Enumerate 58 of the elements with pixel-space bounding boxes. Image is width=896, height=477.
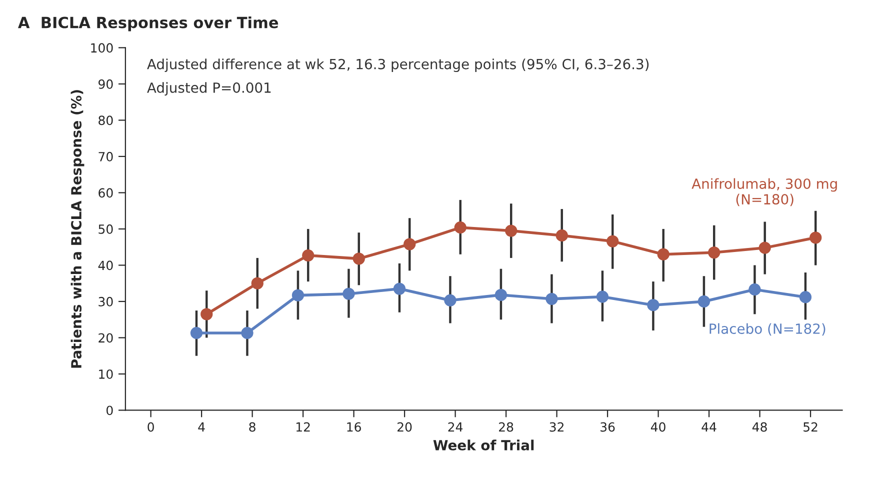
chart-title: A BICLA Responses over Time xyxy=(18,16,278,32)
x-tick-label: 48 xyxy=(752,422,767,432)
y-tick-label: 50 xyxy=(98,224,113,234)
x-tick-label: 0 xyxy=(148,422,154,432)
point xyxy=(494,288,508,302)
x-tick-label: 36 xyxy=(600,422,615,432)
y-axis-title: Patients with a BICLA Response (%) xyxy=(70,90,84,368)
point xyxy=(708,246,720,259)
point xyxy=(647,299,660,312)
annotation: Adjusted P=0.001 xyxy=(147,82,271,96)
x-tick-label: 32 xyxy=(550,422,564,432)
point xyxy=(251,277,264,290)
point xyxy=(200,308,213,320)
point xyxy=(657,248,670,260)
point xyxy=(596,290,609,303)
x-tick-label: 40 xyxy=(650,422,666,432)
x-tick-label: 16 xyxy=(347,422,361,432)
point xyxy=(810,232,822,244)
point xyxy=(292,289,304,302)
point xyxy=(546,292,558,305)
x-axis-title: Week of Trial xyxy=(433,440,534,450)
point xyxy=(241,326,254,340)
point xyxy=(404,238,416,250)
point xyxy=(352,252,365,265)
x-tick-label: 52 xyxy=(804,422,818,432)
point xyxy=(302,249,314,262)
x-tick-label: 44 xyxy=(702,422,716,432)
point xyxy=(748,283,761,296)
y-tick-label: 80 xyxy=(98,116,113,126)
y-tick-label: 10 xyxy=(99,369,113,379)
point xyxy=(758,242,771,254)
y-tick-label: 20 xyxy=(98,333,113,343)
point xyxy=(556,229,568,242)
point xyxy=(342,288,355,300)
point xyxy=(393,282,406,295)
x-tick-label: 12 xyxy=(296,422,310,432)
point xyxy=(698,295,710,308)
y-tick-label: 60 xyxy=(98,188,113,198)
y-tick-label: 30 xyxy=(98,296,113,306)
point xyxy=(190,326,203,340)
point xyxy=(799,291,812,304)
x-tick-label: 4 xyxy=(198,422,205,432)
y-tick-label: 90 xyxy=(98,79,113,89)
x-tick-label: 20 xyxy=(398,422,412,432)
annotation: Adjusted difference at wk 52, 16.3 percentage points (95% CI, 6.3–26.3) xyxy=(147,58,649,72)
y-tick-label: 70 xyxy=(98,152,113,162)
point xyxy=(454,221,466,234)
x-tick-label: 24 xyxy=(448,422,463,432)
y-tick-label: 100 xyxy=(91,43,113,53)
y-tick-label: 0 xyxy=(106,406,113,416)
point xyxy=(606,235,619,248)
x-tick-label: 8 xyxy=(249,422,256,432)
x-tick-label: 28 xyxy=(499,422,514,432)
text: Anifrolumab, 300 mg (N=180) xyxy=(692,178,837,206)
series-label: Placebo (N=182) xyxy=(710,323,826,336)
point xyxy=(505,224,518,237)
y-tick-label: 40 xyxy=(98,260,113,270)
point xyxy=(444,294,456,306)
